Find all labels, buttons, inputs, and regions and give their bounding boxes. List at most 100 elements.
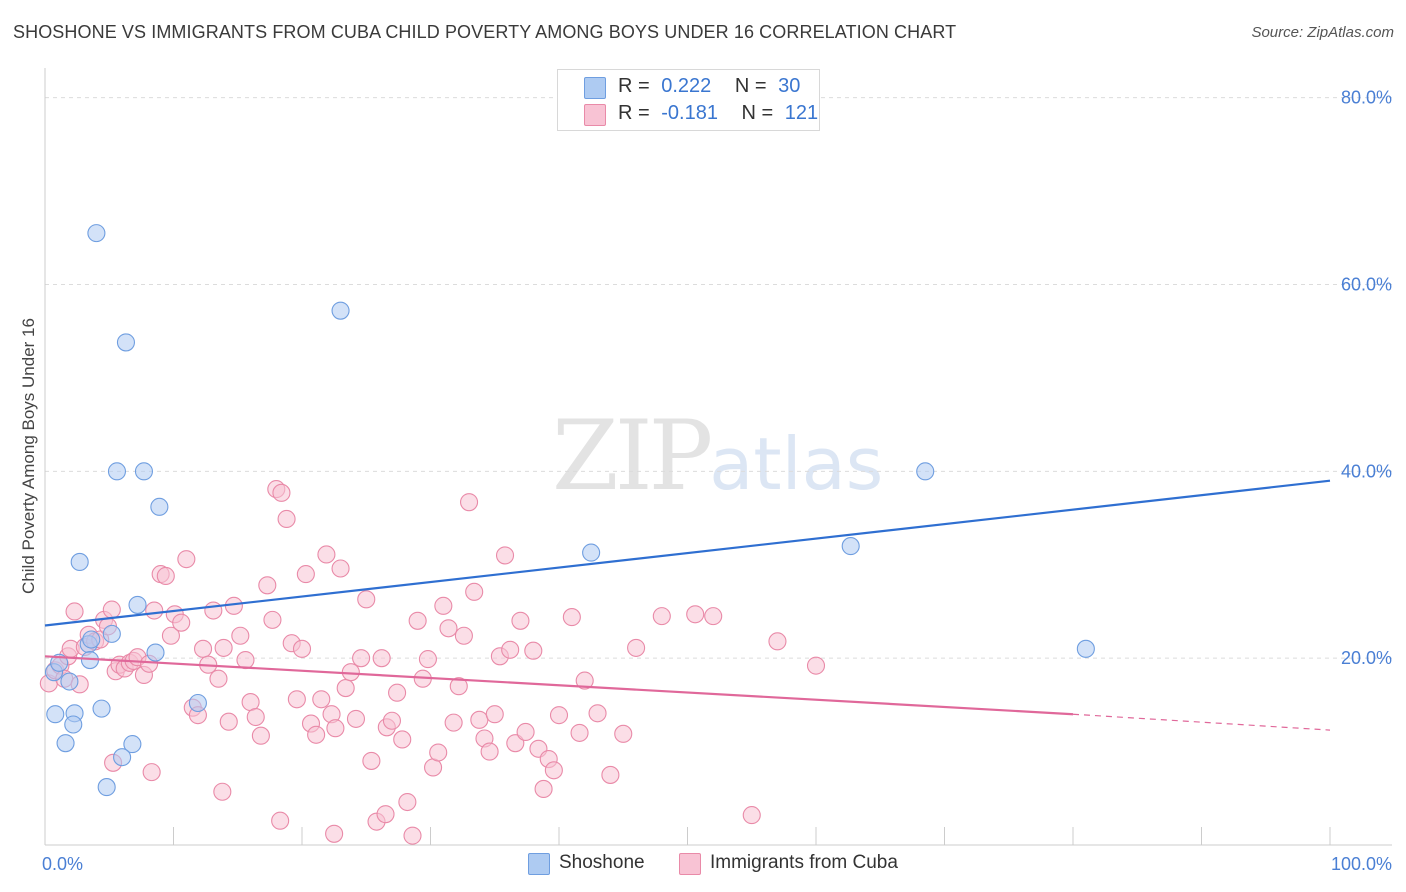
stats-legend: R = 0.222 N = 30 R = -0.181 N = 121 (557, 69, 820, 131)
axes (44, 68, 1392, 846)
point-cuba (485, 705, 504, 724)
x-tick-label: 0.0% (42, 854, 83, 874)
point-cuba (287, 690, 306, 709)
point-shoshone (146, 643, 165, 662)
point-cuba (177, 550, 196, 569)
point-cuba (142, 763, 161, 782)
point-cuba (601, 765, 620, 784)
point-cuba (145, 601, 164, 620)
point-shoshone (97, 778, 116, 797)
point-cuba (172, 613, 191, 632)
point-cuba (454, 626, 473, 645)
point-shoshone (134, 462, 153, 481)
point-cuba (372, 649, 391, 668)
watermark: ZIPatlas (552, 400, 883, 512)
source-credit: Source: ZipAtlas.com (1251, 24, 1394, 41)
point-cuba (570, 723, 589, 742)
point-shoshone (128, 595, 147, 614)
point-cuba (307, 725, 326, 744)
point-cuba (352, 649, 371, 668)
trend-lines (44, 479, 1331, 731)
point-cuba (449, 677, 468, 696)
point-cuba (271, 811, 290, 830)
point-cuba (209, 669, 228, 688)
point-shoshone (331, 301, 350, 320)
point-cuba (102, 600, 121, 619)
legend-r-value: -0.181 (661, 102, 718, 124)
point-shoshone (1076, 639, 1095, 658)
point-cuba (544, 761, 563, 780)
point-shoshone (92, 699, 111, 718)
point-cuba (686, 605, 705, 624)
point-shoshone (916, 462, 935, 481)
series-swatch-shoshone (528, 853, 550, 875)
point-cuba (562, 608, 581, 627)
point-cuba (704, 607, 723, 626)
point-cuba (312, 690, 331, 709)
y-axis-label: Child Poverty Among Boys Under 16 (19, 318, 38, 594)
point-cuba (614, 724, 633, 743)
point-cuba (470, 710, 489, 729)
point-shoshone (582, 543, 601, 562)
point-cuba (292, 639, 312, 658)
legend-n-value: 30 (778, 75, 801, 97)
point-cuba (465, 582, 484, 601)
legend-r-label: R = (618, 75, 650, 97)
point-shoshone (46, 705, 65, 724)
point-shoshone (64, 715, 83, 734)
legend-r-label: R = (618, 102, 650, 124)
point-shoshone (82, 630, 101, 649)
axis-labels: 20.0% 40.0% 60.0% 80.0% 0.0% 100.0% Child Pove… (19, 88, 1392, 874)
point-cuba (480, 742, 499, 761)
point-cuba (382, 711, 402, 730)
point-cuba (418, 650, 437, 669)
point-shoshone (188, 693, 207, 713)
point-cuba (213, 782, 232, 801)
grid-lines (45, 97, 1392, 659)
point-cuba (231, 626, 250, 645)
trend-line-shoshone (44, 479, 1331, 627)
point-shoshone (50, 653, 69, 672)
point-cuba (501, 640, 520, 659)
y-tick-label: 20.0% (1341, 648, 1392, 668)
point-cuba (768, 632, 787, 651)
point-cuba (161, 626, 180, 645)
point-cuba (246, 707, 265, 727)
point-cuba (588, 704, 607, 723)
point-cuba (524, 641, 543, 660)
point-cuba (194, 639, 213, 658)
series-swatch-cuba (679, 853, 701, 875)
point-shoshone (60, 672, 79, 691)
point-cuba (398, 792, 417, 812)
point-cuba (549, 706, 569, 725)
watermark-zip: ZIP (552, 400, 713, 512)
series-label-cuba: Immigrants from Cuba (710, 852, 898, 873)
point-cuba (506, 734, 525, 753)
point-cuba (236, 650, 255, 670)
point-cuba (408, 611, 427, 630)
point-cuba (652, 607, 671, 626)
point-cuba (156, 566, 175, 586)
point-shoshone (841, 537, 860, 556)
point-cuba (806, 656, 826, 675)
legend-n-value: 121 (784, 102, 819, 124)
point-cuba (251, 726, 270, 745)
point-shoshone (116, 333, 136, 352)
point-cuba (393, 730, 412, 749)
point-cuba (277, 509, 296, 529)
point-cuba (742, 806, 761, 825)
y-tick-label: 80.0% (1341, 88, 1392, 108)
legend-n-label: N = (734, 75, 767, 97)
point-cuba (495, 546, 515, 565)
point-cuba (296, 565, 315, 584)
point-cuba (388, 683, 407, 702)
point-cuba (403, 826, 422, 845)
point-cuba (317, 545, 336, 564)
point-shoshone (70, 552, 89, 572)
x-tick-label: 100.0% (1331, 854, 1392, 874)
point-cuba (362, 751, 381, 770)
legend-n-label: N = (741, 102, 774, 124)
point-cuba (511, 611, 530, 630)
point-cuba (439, 619, 458, 638)
